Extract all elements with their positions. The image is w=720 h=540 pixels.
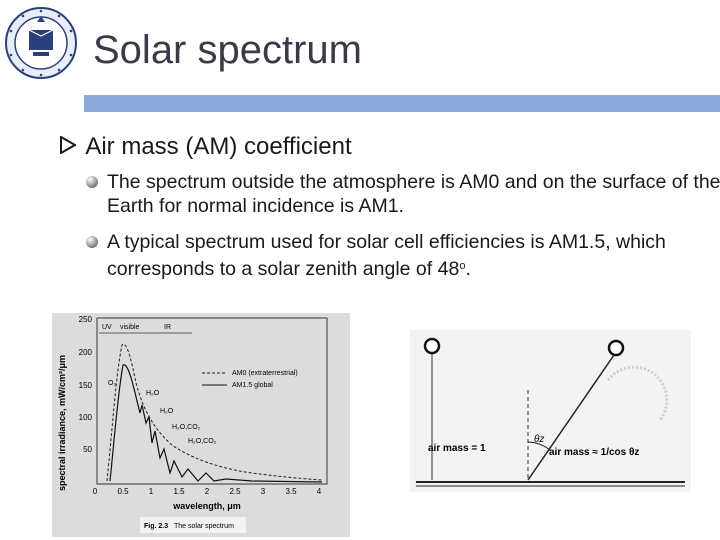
y-axis-label: spectral irradiance, mW/cm²/μm (57, 355, 67, 491)
sub-bullet-text: The spectrum outside the atmosphere is A… (107, 171, 720, 217)
y-tick: 250 (79, 315, 93, 324)
main-bullet: Air mass (AM) coefficient (60, 133, 352, 161)
x-tick: 2.5 (229, 487, 241, 496)
sun-icon (423, 337, 441, 355)
band-label: UV (102, 324, 112, 331)
annotation: H₂O,CO₂ (188, 438, 217, 445)
x-tick: 1.5 (173, 487, 185, 496)
x-tick: 3 (261, 487, 266, 496)
x-tick: 3.5 (285, 487, 297, 496)
x-tick: 2 (205, 487, 210, 496)
y-tick: 150 (79, 381, 93, 390)
band-label: IR (164, 324, 171, 331)
x-tick: 0 (93, 487, 98, 496)
air-mass-cos-label: air mass ≈ 1/cos θz (549, 447, 639, 458)
air-mass-1-label: air mass = 1 (428, 443, 486, 454)
air-mass-figure: θz air mass = 1 air mass ≈ 1/cos θz (410, 330, 691, 492)
sub-bullet-text: A typical spectrum used for solar cell e… (107, 231, 666, 280)
sun-icon (607, 339, 625, 357)
zenith-angle-label: θz (534, 434, 544, 445)
x-tick: 0.5 (117, 487, 129, 496)
main-bullet-text: Air mass (AM) coefficient (85, 133, 352, 160)
annotation: H₂O (146, 390, 160, 397)
slide-title: Solar spectrum (93, 28, 362, 72)
y-tick: 50 (83, 445, 92, 454)
x-axis-label: wavelength, μm (172, 501, 241, 511)
x-tick: 1 (149, 487, 154, 496)
y-tick: 100 (79, 413, 93, 422)
solar-spectrum-figure: spectral irradiance, mW/cm²/μm 250 200 1… (52, 313, 350, 537)
x-tick: 4 (317, 487, 322, 496)
title-accent-bar (84, 95, 720, 112)
university-seal-icon (5, 7, 77, 79)
sphere-bullet-icon (86, 236, 98, 248)
legend-entry: AM0 (extraterrestrial) (232, 370, 298, 377)
sphere-bullet-icon (86, 176, 98, 188)
annotation: H₂O,CO₂ (172, 424, 201, 431)
legend-entry: AM1.5 global (232, 382, 273, 389)
annotation: H₂O (160, 408, 174, 415)
arrow-bullet-icon (60, 133, 80, 161)
annotation: O₃ (108, 380, 116, 387)
figure-caption-number: Fig. 2.3 (144, 523, 168, 530)
figure-caption: The solar spectrum (174, 523, 234, 530)
y-tick: 200 (79, 348, 93, 357)
band-label: visible (120, 324, 140, 331)
